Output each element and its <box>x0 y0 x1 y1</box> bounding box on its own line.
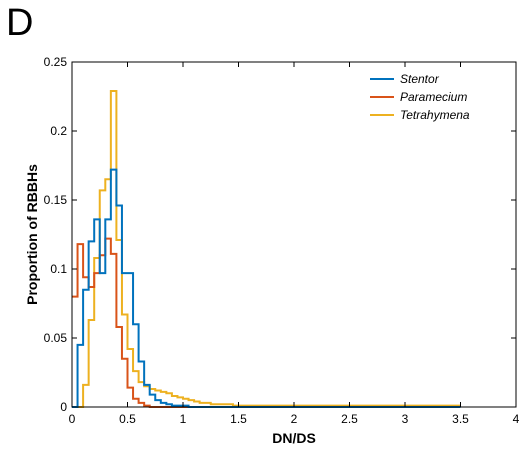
y-tick-label: 0.2 <box>50 124 67 138</box>
y-tick-label: 0.25 <box>44 55 68 69</box>
x-tick-label: 2.5 <box>341 412 358 426</box>
x-tick-label: 1.5 <box>230 412 247 426</box>
x-axis-title: DN/DS <box>272 430 316 446</box>
y-tick-label: 0.15 <box>44 193 68 207</box>
legend: Stentor Paramecium Tetrahymena <box>366 68 496 126</box>
series-line-stentor <box>72 168 461 408</box>
series-line-tetrahymena <box>72 89 461 408</box>
x-tick-label: 0 <box>69 412 76 426</box>
legend-label-paramecium: Paramecium <box>400 90 467 104</box>
x-axis-ticks: 0 0.5 1 1.5 2 2.5 3 3.5 4 <box>69 62 520 426</box>
x-tick-label: 1 <box>180 412 187 426</box>
y-axis-ticks: 0 0.05 0.1 0.15 0.2 0.25 <box>44 55 516 414</box>
x-tick-label: 4 <box>513 412 520 426</box>
y-axis-title: Proportion of RBBHs <box>24 164 40 305</box>
y-tick-label: 0.05 <box>44 331 68 345</box>
x-tick-label: 3 <box>402 412 409 426</box>
y-tick-label: 0 <box>60 400 67 414</box>
legend-label-tetrahymena: Tetrahymena <box>400 108 470 122</box>
plot-series-group <box>72 89 461 408</box>
y-tick-label: 0.1 <box>50 262 67 276</box>
legend-label-stentor: Stentor <box>400 72 440 86</box>
panel-label: D <box>6 2 34 44</box>
series-line-paramecium <box>72 237 461 408</box>
x-tick-label: 0.5 <box>119 412 136 426</box>
x-tick-label: 2 <box>291 412 298 426</box>
x-tick-label: 3.5 <box>452 412 469 426</box>
